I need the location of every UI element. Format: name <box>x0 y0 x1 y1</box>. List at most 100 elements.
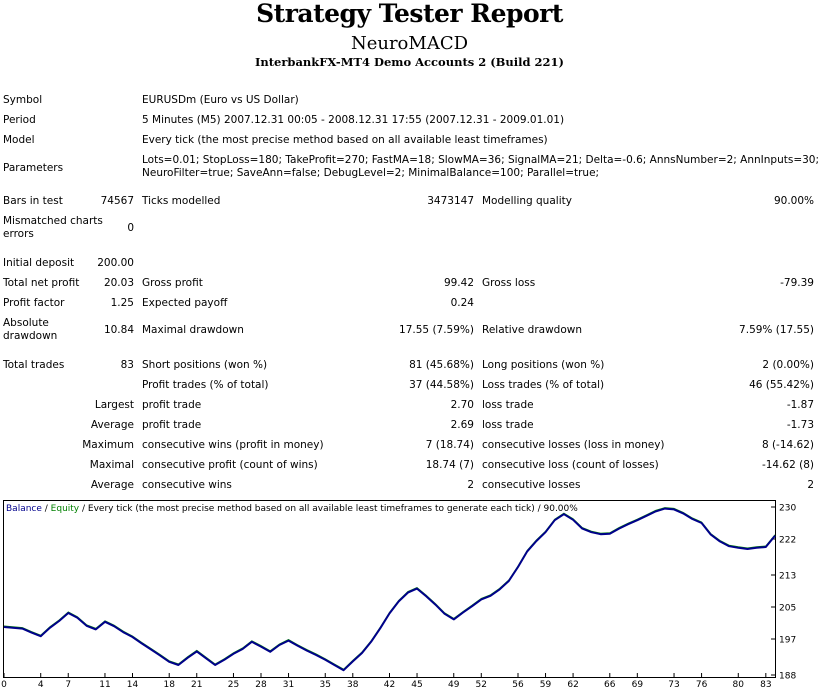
maximal-drawdown-value: 17.55 (7.59%) <box>399 324 474 336</box>
max-consecutive-losses-value: 8 (-14.62) <box>761 439 814 451</box>
model-label: Model <box>3 134 35 146</box>
max-consecutive-wins-value: 7 (18.74) <box>425 439 474 451</box>
avg-consecutive-losses-value: 2 <box>807 479 814 491</box>
max-consecutive-loss-value: -14.62 (8) <box>761 459 814 471</box>
mismatch-value: 0 <box>127 222 134 234</box>
x-tick-label: 18 <box>163 680 175 690</box>
absolute-drawdown-label-1: Absolute <box>3 317 49 329</box>
y-tick-label: 230 <box>779 504 796 514</box>
profit-factor-label: Profit factor <box>3 297 65 309</box>
x-tick-label: 83 <box>760 680 771 690</box>
largest-loss-label: loss trade <box>482 399 534 411</box>
chart-title-equity: Equity <box>51 504 80 514</box>
average-profit-value: 2.69 <box>450 419 474 431</box>
avg-consecutive-losses-label: consecutive losses <box>482 479 581 491</box>
balance-line <box>3 507 776 672</box>
average-consecutive-label: Average <box>90 479 134 491</box>
server-name: InterbankFX-MT4 Demo Accounts 2 (Build 2… <box>255 55 564 69</box>
x-tick-label: 80 <box>733 680 745 690</box>
largest-label: Largest <box>94 399 134 411</box>
total-trades-label: Total trades <box>3 359 65 371</box>
net-profit-value: 20.03 <box>103 277 134 289</box>
x-tick-label: 69 <box>632 680 644 690</box>
plot-frame <box>3 500 776 678</box>
chart-title-balance: Balance <box>6 504 42 514</box>
average-loss-label: loss trade <box>482 419 534 431</box>
balance-chart: Balance / Equity / Every tick (the most … <box>0 497 819 694</box>
symbol-value: EURUSDm (Euro vs US Dollar) <box>142 94 299 106</box>
symbol-label: Symbol <box>3 94 43 106</box>
balance-chart-svg: Balance / Equity / Every tick (the most … <box>0 497 819 694</box>
x-tick-label: 28 <box>255 680 267 690</box>
ticks-label: Ticks modelled <box>142 195 221 207</box>
largest-loss-value: -1.87 <box>786 399 814 411</box>
gross-profit-label: Gross profit <box>142 277 203 289</box>
long-positions-value: 2 (0.00%) <box>762 359 814 371</box>
ticks-value: 3473147 <box>427 195 474 207</box>
maximal-drawdown-label: Maximal drawdown <box>142 324 244 336</box>
x-tick-label: 45 <box>411 680 422 690</box>
quality-value: 90.00% <box>773 195 814 207</box>
net-profit-label: Total net profit <box>3 277 80 289</box>
deposit-label: Initial deposit <box>3 257 75 269</box>
x-tick-label: 31 <box>283 680 294 690</box>
loss-trades-value: 46 (55.42%) <box>749 379 814 391</box>
avg-consecutive-wins-label: consecutive wins <box>142 479 232 491</box>
x-tick-label: 0 <box>1 680 7 690</box>
max-consecutive-loss-label: consecutive loss (count of losses) <box>482 459 659 471</box>
profit-factor-value: 1.25 <box>110 297 134 309</box>
series-group <box>3 507 776 672</box>
x-axis: 0 4 7 11 14 18 21 25 28 31 35 38 42 45 49 52 56 59 62 66 69 7… <box>1 673 772 690</box>
profit-trades-label: Profit trades (% of total) <box>142 379 269 391</box>
chart-title: Balance / Equity / Every tick (the most … <box>6 504 578 514</box>
maximal-label: Maximal <box>89 459 134 471</box>
x-tick-label: 21 <box>191 680 202 690</box>
x-tick-label: 66 <box>604 680 616 690</box>
bars-value: 74567 <box>100 195 134 207</box>
period-label: Period <box>3 114 36 126</box>
maximum-label: Maximum <box>82 439 134 451</box>
y-tick-label: 197 <box>779 636 796 646</box>
short-positions-label: Short positions (won %) <box>142 359 268 371</box>
loss-trades-label: Loss trades (% of total) <box>482 379 605 391</box>
y-tick-label: 222 <box>779 536 796 546</box>
average-label: Average <box>90 419 134 431</box>
x-tick-label: 4 <box>38 680 44 690</box>
parameters-label: Parameters <box>3 162 64 174</box>
parameters-line-1: Lots=0.01; StopLoss=180; TakeProfit=270;… <box>142 154 819 166</box>
largest-profit-label: profit trade <box>142 399 202 411</box>
profit-trades-value: 37 (44.58%) <box>409 379 474 391</box>
quality-label: Modelling quality <box>482 195 572 207</box>
x-tick-label: 59 <box>540 680 552 690</box>
x-tick-label: 11 <box>99 680 110 690</box>
expert-name: NeuroMACD <box>350 33 469 54</box>
model-value: Every tick (the most precise method base… <box>142 134 548 146</box>
expected-payoff-value: 0.24 <box>450 297 474 309</box>
deposit-value: 200.00 <box>97 257 134 269</box>
bars-label: Bars in test <box>3 195 63 207</box>
long-positions-label: Long positions (won %) <box>482 359 605 371</box>
x-tick-label: 49 <box>448 680 460 690</box>
report-title: Strategy Tester Report <box>256 0 563 28</box>
chart-title-separator: / <box>42 504 51 514</box>
gross-loss-value: -79.39 <box>780 277 814 289</box>
average-profit-label: profit trade <box>142 419 202 431</box>
relative-drawdown-label: Relative drawdown <box>482 324 583 336</box>
max-consecutive-profit-label: consecutive profit (count of wins) <box>142 459 318 471</box>
x-tick-label: 35 <box>320 680 331 690</box>
x-tick-label: 76 <box>696 680 708 690</box>
gross-profit-value: 99.42 <box>443 277 474 289</box>
x-tick-label: 52 <box>476 680 487 690</box>
max-consecutive-losses-label: consecutive losses (loss in money) <box>482 439 665 451</box>
mismatch-label-2: errors <box>3 228 34 240</box>
short-positions-value: 81 (45.68%) <box>409 359 474 371</box>
x-tick-label: 56 <box>512 680 524 690</box>
x-tick-label: 73 <box>668 680 679 690</box>
mismatch-label-1: Mismatched charts <box>3 215 103 227</box>
average-loss-value: -1.73 <box>786 419 814 431</box>
y-tick-label: 213 <box>779 572 796 582</box>
expected-payoff-label: Expected payoff <box>142 297 228 309</box>
y-tick-label: 205 <box>779 604 796 614</box>
x-tick-label: 38 <box>347 680 359 690</box>
total-trades-value: 83 <box>120 359 134 371</box>
